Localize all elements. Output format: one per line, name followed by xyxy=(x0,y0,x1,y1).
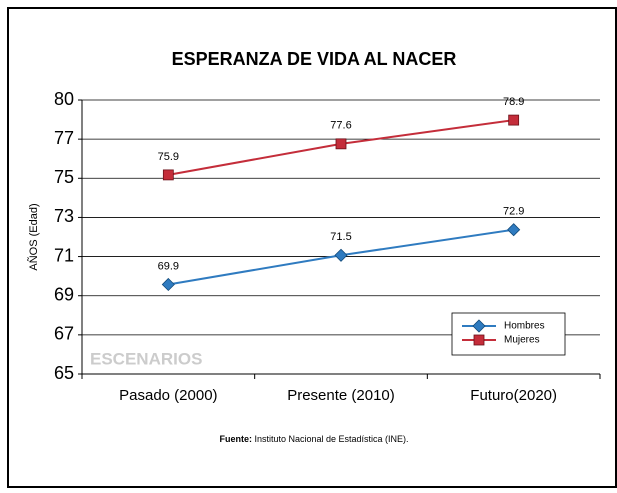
y-axis-label: AÑOS (Edad) xyxy=(27,203,40,270)
data-label: 69.9 xyxy=(158,260,179,272)
legend-label: Hombres xyxy=(504,321,545,332)
data-point xyxy=(334,248,348,262)
source-text: Instituto Nacional de Estadística (INE). xyxy=(254,434,408,444)
y-tick-label: 71 xyxy=(54,245,74,265)
legend-label: Mujeres xyxy=(504,335,540,346)
data-point xyxy=(508,114,520,126)
y-tick-label: 75 xyxy=(54,167,74,187)
y-tick-label: 80 xyxy=(54,89,74,109)
data-label: 71.5 xyxy=(330,231,351,243)
data-label: 72.9 xyxy=(503,206,524,218)
source-label: Fuente: xyxy=(219,434,252,444)
legend-marker xyxy=(473,334,485,346)
annotation: ESCENARIOS xyxy=(90,349,202,368)
data-label: 78.9 xyxy=(503,96,524,108)
y-tick-label: 65 xyxy=(54,363,74,383)
y-tick-label: 73 xyxy=(54,206,74,226)
y-tick-label: 69 xyxy=(54,284,74,304)
data-point xyxy=(162,169,174,181)
data-label: 75.9 xyxy=(158,151,179,163)
frame xyxy=(7,7,617,488)
data-label: 77.6 xyxy=(330,120,351,132)
legend-box xyxy=(451,312,566,356)
x-tick-label: Futuro(2020) xyxy=(470,387,557,404)
legend-marker xyxy=(472,319,486,333)
y-tick-label: 67 xyxy=(54,324,74,344)
source: Fuente: Instituto Nacional de Estadístic… xyxy=(219,434,408,444)
data-point xyxy=(507,223,521,237)
data-point xyxy=(161,277,175,292)
x-tick-label: Presente (2010) xyxy=(287,387,395,404)
x-tick-label: Pasado (2000) xyxy=(119,387,217,404)
data-point xyxy=(335,138,347,150)
y-tick-label: 77 xyxy=(54,128,74,148)
chart-title: ESPERANZA DE VIDA AL NACER xyxy=(172,49,457,69)
